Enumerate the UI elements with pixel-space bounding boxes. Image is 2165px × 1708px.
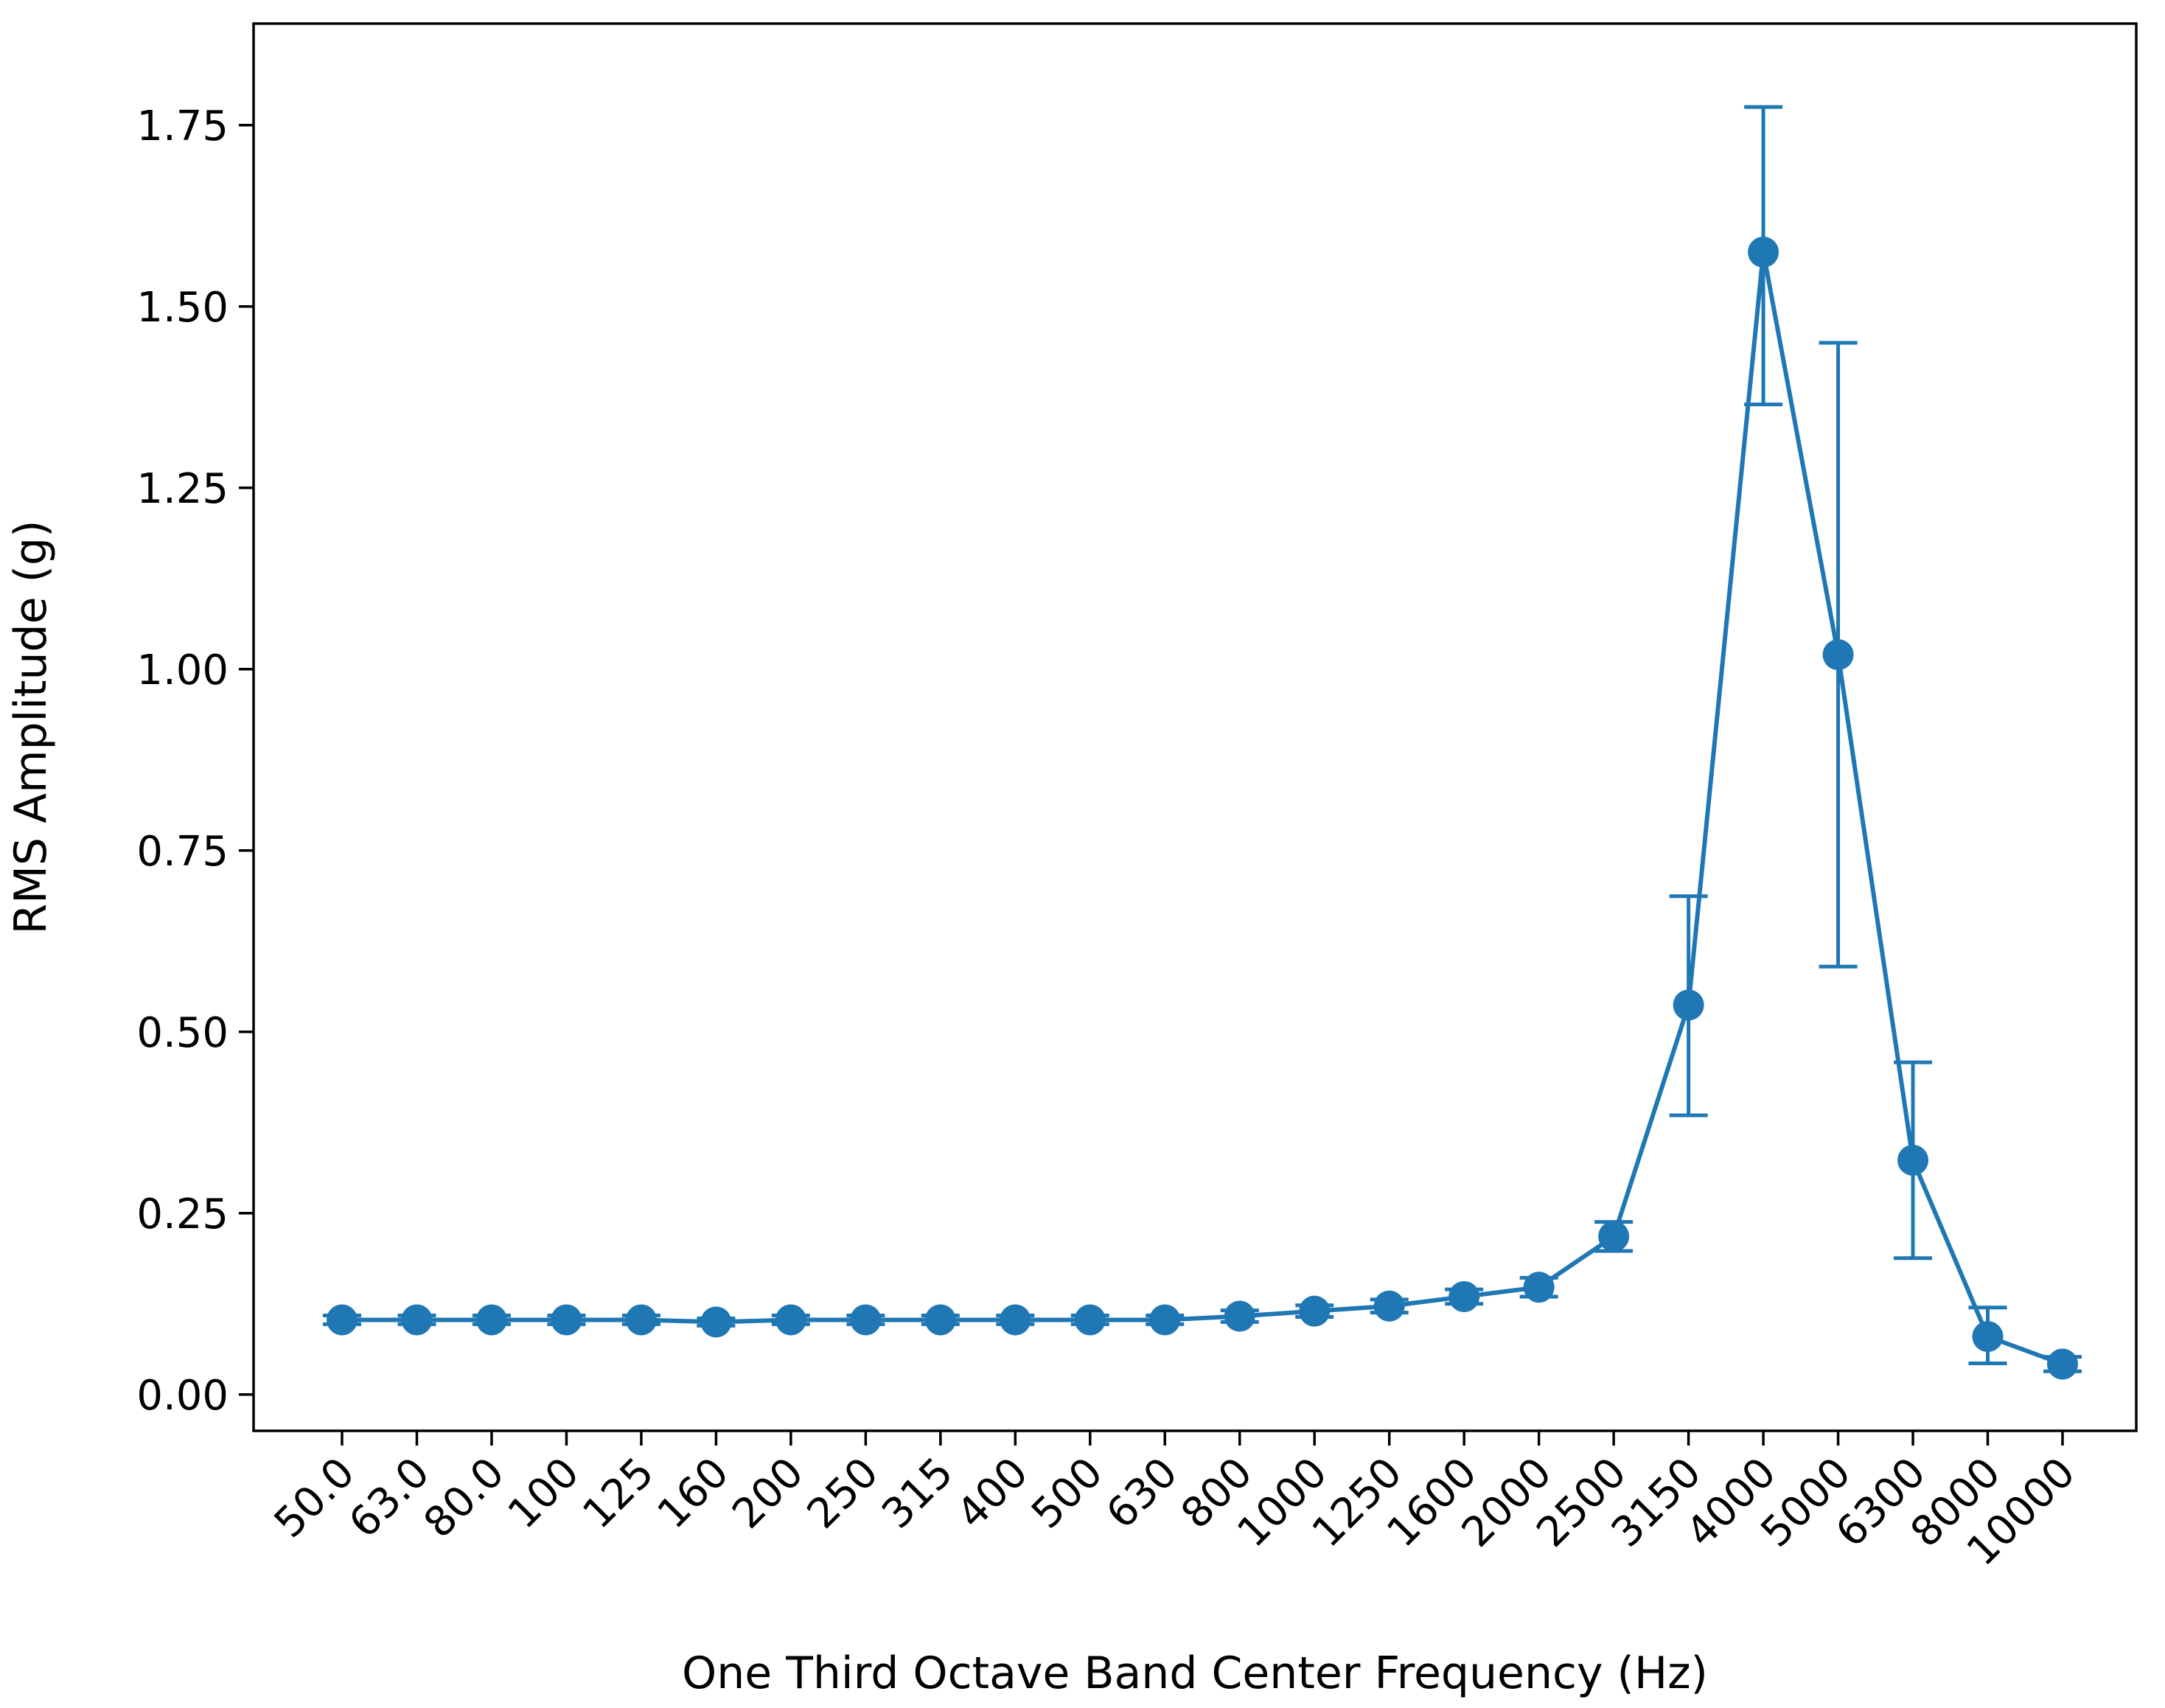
data-point-20 — [1822, 639, 1854, 671]
data-point-13 — [1299, 1295, 1331, 1327]
data-point-6 — [775, 1304, 806, 1336]
data-point-10 — [1074, 1304, 1106, 1336]
y-tick-label-2: 0.50 — [136, 1009, 229, 1057]
axes-frame — [252, 22, 2138, 1432]
x-axis-label: One Third Octave Band Center Frequency (… — [682, 1648, 1708, 1699]
y-tick-label-6: 1.50 — [136, 284, 229, 332]
plot-area — [323, 105, 2082, 1380]
series-0 — [323, 105, 2082, 1380]
data-point-3 — [551, 1304, 582, 1336]
data-point-22 — [1972, 1321, 2004, 1353]
data-point-14 — [1373, 1290, 1405, 1322]
y-tick-label-3: 0.75 — [136, 828, 229, 876]
data-point-11 — [1149, 1304, 1181, 1336]
x-tick-label-5: 160 — [649, 1449, 739, 1538]
data-point-16 — [1523, 1272, 1555, 1303]
data-point-5 — [700, 1306, 732, 1338]
data-point-0 — [327, 1304, 358, 1336]
x-tick-label-6: 200 — [723, 1449, 813, 1538]
y-tick-label-5: 1.25 — [136, 465, 229, 513]
x-tick-label-11: 630 — [1098, 1449, 1188, 1538]
x-tick-label-2: 80.0 — [415, 1449, 514, 1547]
y-tick-label-4: 1.00 — [136, 646, 229, 694]
data-point-17 — [1598, 1221, 1630, 1252]
data-point-7 — [850, 1304, 882, 1336]
x-tick-label-7: 250 — [798, 1449, 888, 1538]
data-point-15 — [1448, 1280, 1480, 1312]
x-tick-label-8: 315 — [873, 1449, 963, 1538]
x-axis: 50.063.080.01001251602002503154005006308… — [265, 1431, 2085, 1575]
x-tick-label-4: 125 — [574, 1449, 663, 1538]
data-point-18 — [1673, 989, 1704, 1021]
y-tick-label-1: 0.25 — [136, 1191, 229, 1238]
data-point-19 — [1748, 236, 1779, 268]
x-tick-label-3: 100 — [499, 1449, 589, 1538]
data-point-9 — [1000, 1304, 1031, 1336]
x-tick-label-9: 400 — [948, 1449, 1038, 1538]
y-axis: 0.00 0.25 0.50 0.75 1.00 1.25 1.50 1.75 — [136, 102, 254, 1420]
data-point-4 — [625, 1304, 657, 1336]
data-point-23 — [2047, 1348, 2078, 1380]
series-line-0 — [342, 249, 2064, 1367]
x-tick-label-10: 500 — [1022, 1449, 1112, 1538]
y-axis-label: RMS Amplitude (g) — [5, 520, 57, 934]
y-tick-label-0: 0.00 — [136, 1372, 229, 1420]
y-tick-label-7: 1.75 — [136, 102, 229, 150]
x-tick-label-0: 50.0 — [265, 1449, 364, 1547]
data-point-1 — [401, 1304, 433, 1336]
data-point-8 — [924, 1304, 956, 1336]
data-point-12 — [1224, 1300, 1255, 1332]
data-point-21 — [1897, 1144, 1929, 1176]
data-point-2 — [475, 1304, 507, 1336]
x-tick-label-1: 63.0 — [340, 1449, 439, 1547]
